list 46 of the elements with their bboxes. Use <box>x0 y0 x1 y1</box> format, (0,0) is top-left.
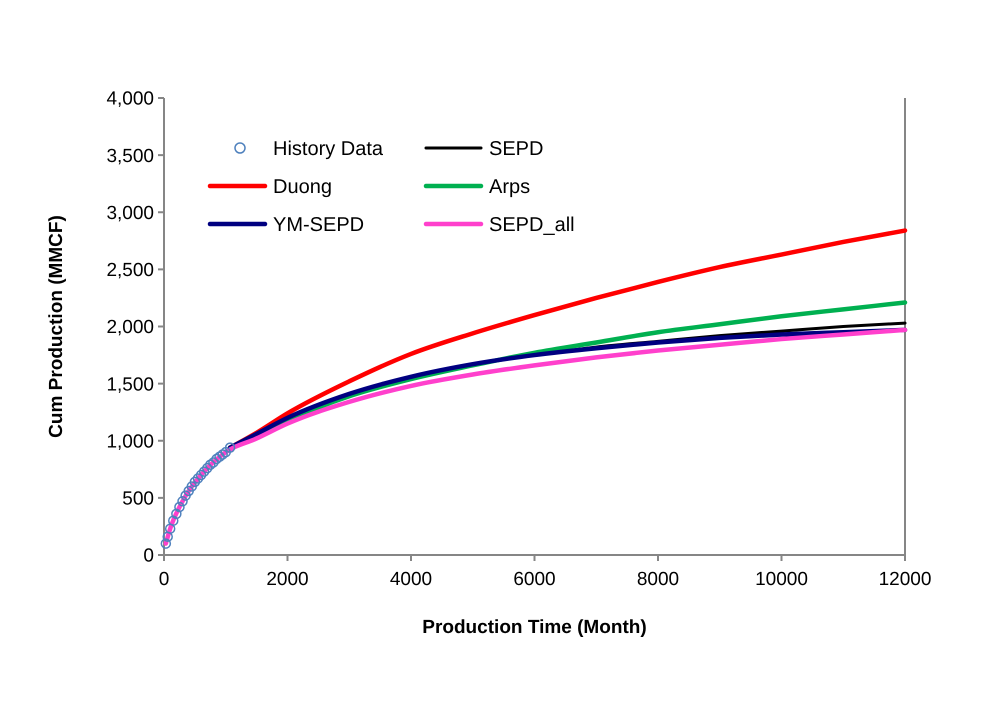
point <box>196 470 206 480</box>
legend-label: History Data <box>273 138 384 160</box>
legend-label: SEPD_all <box>489 214 575 236</box>
point <box>211 454 222 464</box>
y-tick-label: 500 <box>122 488 154 510</box>
point <box>192 473 204 484</box>
point <box>162 531 173 542</box>
point <box>168 515 179 526</box>
y-tick-label: 2,000 <box>106 317 154 338</box>
x-tick-label: 2000 <box>266 569 309 590</box>
x-tick-label: 4000 <box>390 569 432 590</box>
point <box>224 442 236 453</box>
point <box>198 466 210 477</box>
y-tick-label: 4,000 <box>106 88 154 110</box>
point <box>171 508 182 520</box>
point <box>217 449 228 460</box>
x-tick-label: 6000 <box>513 569 556 590</box>
legend-label: SEPD <box>489 138 544 160</box>
point <box>164 523 176 534</box>
point <box>174 502 185 512</box>
point <box>202 462 212 474</box>
x-tick-label: 0 <box>158 569 170 590</box>
point <box>183 486 194 496</box>
point <box>220 446 231 458</box>
y-axis-title: Cum Production (MMCF) <box>46 215 67 438</box>
point <box>205 459 216 470</box>
y-tick-label: 1,000 <box>106 431 154 452</box>
point <box>214 451 225 462</box>
x-tick-label: 8000 <box>636 569 680 590</box>
point <box>180 490 191 501</box>
x-tick-label: 12000 <box>878 569 932 590</box>
y-tick-label: 2,500 <box>106 260 154 282</box>
point <box>186 481 198 492</box>
legend-label: Arps <box>489 176 530 198</box>
point <box>208 457 219 468</box>
legend-label: YM-SEPD <box>273 214 364 236</box>
legend-label: Duong <box>273 176 332 198</box>
y-tick-label: 0 <box>143 546 154 567</box>
point <box>177 496 188 507</box>
point <box>190 476 200 488</box>
y-tick-label: 1,500 <box>106 374 154 396</box>
point <box>160 538 172 549</box>
y-tick-label: 3,500 <box>106 146 154 167</box>
x-axis-title: Production Time (Month) <box>422 617 647 638</box>
y-tick-label: 3,000 <box>106 202 154 224</box>
x-tick-label: 10000 <box>755 569 808 590</box>
